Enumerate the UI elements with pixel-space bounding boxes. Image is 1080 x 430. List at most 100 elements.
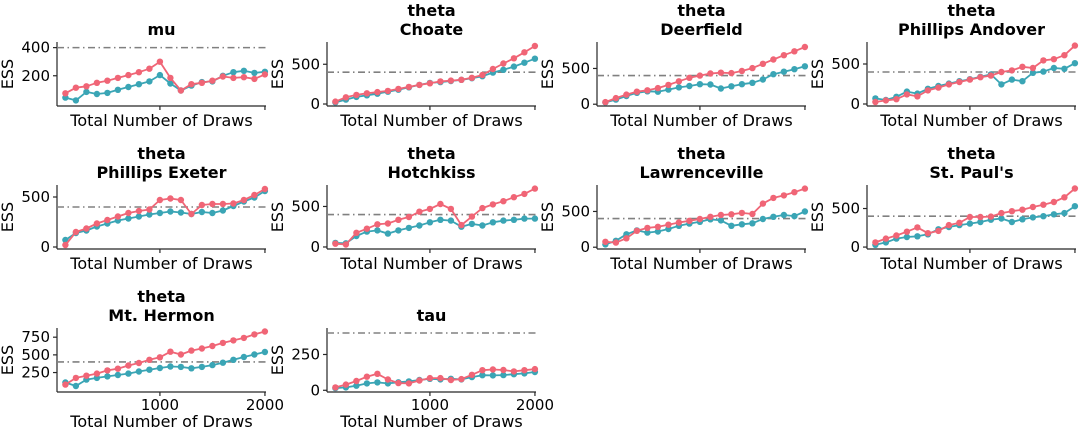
series-pink-point [521, 367, 528, 374]
series-teal-point [167, 363, 174, 370]
facet-mu: mu 200 400 Total Number of Draws ESS [0, 0, 270, 143]
series-pink-point [62, 241, 69, 249]
y-tick-label: 500 [831, 55, 860, 73]
series-teal-point [696, 81, 704, 88]
series-pink-point [177, 196, 185, 204]
series-pink-point [1019, 63, 1026, 70]
series-teal-point [135, 368, 143, 375]
series-pink-point [342, 94, 350, 101]
series-teal-point [395, 227, 402, 234]
series-pink-point [447, 205, 455, 213]
facet-theta-lawrenceville: theta Lawrenceville 0 500 Total Number of Dr… [538, 143, 810, 286]
series-pink-point [374, 221, 381, 228]
series-teal-point [1071, 203, 1079, 210]
series-pink-point [374, 88, 381, 96]
y-tick-label: 400 [21, 39, 50, 57]
series-teal-point [1071, 60, 1079, 67]
y-tick-label: 500 [291, 55, 320, 73]
series-pink-point [791, 48, 798, 55]
y-axis-label: ESS [268, 202, 287, 232]
series-pink-point [363, 90, 371, 97]
series-pink-point [395, 85, 402, 93]
series-pink-point [261, 185, 269, 193]
series-pink-point [1050, 198, 1058, 206]
series-pink-point [353, 229, 360, 236]
series-pink-point [230, 74, 237, 82]
series-teal-point [125, 370, 132, 377]
series-teal-point [759, 215, 767, 223]
series-teal-point [998, 81, 1005, 88]
series-pink-point [177, 351, 185, 358]
series-pink-point [1008, 208, 1016, 215]
series-pink-point [531, 365, 539, 373]
series-teal-point [644, 229, 651, 236]
series-pink-point [209, 77, 216, 84]
y-tick-label: 0 [580, 238, 590, 256]
series-pink-point [426, 374, 434, 382]
facet-tau: tau 0 250 1000 2000 Total Number of Draws ESS [268, 286, 554, 430]
series-pink-point [363, 225, 371, 232]
series-teal-point [654, 228, 662, 235]
series-pink-point [332, 240, 339, 247]
y-tick-label: 500 [561, 202, 590, 220]
y-tick-label: 250 [21, 364, 50, 382]
series-pink-point [882, 97, 890, 104]
series-pink-point [251, 191, 258, 199]
series-pink-point [1071, 185, 1079, 192]
series-teal-point [1050, 211, 1058, 218]
facet-title-line: Choate [400, 20, 464, 39]
series-teal-point [251, 69, 258, 77]
series-pink-point [240, 74, 248, 81]
series-teal-point [447, 217, 455, 224]
series-teal-point [801, 208, 809, 215]
series-pink-point [437, 200, 444, 208]
series-teal-point [489, 219, 497, 226]
series-pink-point [395, 216, 402, 223]
y-tick-label: 0 [850, 95, 860, 113]
facet-title-line: mu [147, 20, 175, 39]
series-teal-point [93, 90, 101, 98]
y-axis-label: ESS [0, 59, 17, 89]
series-teal-point [251, 351, 258, 358]
y-axis-label: ESS [268, 59, 287, 89]
y-tick-label: 0 [310, 381, 320, 399]
series-pink-point [489, 201, 497, 208]
y-axis-label: ESS [538, 202, 557, 232]
series-pink-point [749, 210, 756, 218]
series-teal-point [1019, 216, 1026, 223]
facet-title-line: theta [677, 144, 725, 163]
series-pink-point [353, 91, 360, 99]
series-pink-point [458, 76, 465, 84]
series-pink-point [405, 213, 413, 221]
series-pink-point [384, 376, 392, 383]
series-pink-point [872, 239, 879, 246]
series-pink-point [479, 204, 486, 212]
series-teal-point [104, 373, 111, 380]
series-teal-point [770, 213, 777, 220]
series-pink-point [72, 374, 80, 382]
series-pink-point [924, 230, 932, 237]
series-teal-point [177, 209, 185, 216]
series-pink-point [405, 83, 413, 91]
series-pink-point [104, 216, 111, 224]
series-pink-point [167, 348, 174, 355]
series-pink-point [240, 196, 248, 204]
x-axis-label: Total Number of Draws [879, 111, 1062, 130]
series-pink-point [251, 75, 258, 83]
series-pink-point [209, 342, 216, 350]
series-teal-point [156, 364, 164, 372]
y-axis-label: ESS [268, 345, 287, 375]
series-pink-point [468, 74, 476, 82]
series-pink-point [426, 80, 434, 87]
series-teal-point [780, 68, 788, 75]
series-teal-point [83, 88, 90, 96]
series-pink-point [644, 224, 651, 232]
series-pink-point [602, 98, 609, 106]
y-tick-label: 0 [850, 238, 860, 256]
series-pink-point [675, 219, 683, 226]
series-teal-point [135, 81, 143, 88]
x-axis-label: Total Number of Draws [339, 111, 522, 130]
x-axis-label: Total Number of Draws [69, 412, 252, 430]
series-teal-point [1019, 78, 1026, 85]
